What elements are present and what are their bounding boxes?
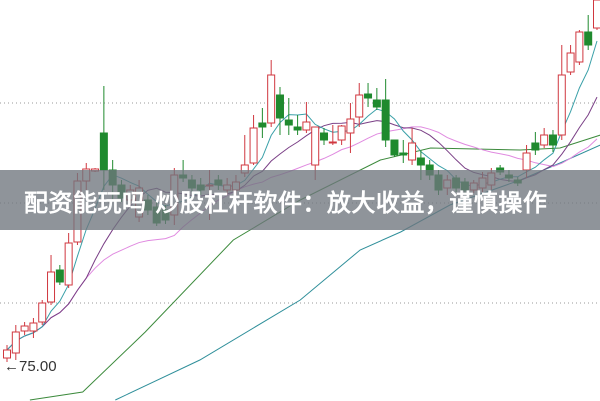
candle-down	[416, 157, 425, 166]
candle-up	[346, 118, 355, 134]
candle-down	[99, 132, 108, 171]
candle-up	[540, 134, 549, 146]
candle-down	[381, 99, 390, 141]
candle-up	[575, 31, 584, 63]
candle-down	[399, 152, 408, 156]
candle-down	[584, 31, 593, 46]
candle-up	[557, 74, 566, 136]
candle-down	[293, 126, 302, 131]
candle-up	[355, 94, 364, 118]
candle-up	[311, 126, 320, 166]
ma20-line	[6, 126, 598, 351]
candle-up	[20, 325, 29, 332]
candle-up	[408, 142, 417, 161]
low-price-label: ←75.00	[4, 358, 57, 375]
banner-title: 配资能玩吗 炒股杠杆软件：放大收益，谨慎操作	[24, 188, 548, 217]
candle-up	[566, 52, 575, 73]
candle-down	[364, 93, 373, 99]
candle-down	[548, 134, 557, 146]
candle-up	[249, 127, 258, 164]
candle-down	[284, 119, 293, 126]
candle-up	[302, 121, 311, 131]
candle-up	[11, 331, 20, 354]
candle-down	[258, 122, 267, 128]
candle-down	[320, 132, 329, 141]
candle-down	[372, 99, 381, 108]
candle-up	[64, 242, 73, 286]
candle-up	[522, 152, 531, 171]
candle-down	[531, 142, 540, 151]
candle-up	[593, 0, 600, 29]
candle-up	[337, 125, 346, 141]
candle-up	[3, 349, 11, 359]
candle-up	[267, 74, 276, 124]
candle-down	[390, 139, 399, 156]
candle-up	[38, 302, 47, 323]
title-banner: 配资能玩吗 炒股杠杆软件：放大收益，谨慎操作	[0, 170, 600, 230]
candle-down	[275, 94, 284, 119]
arrow-left-icon: ←	[4, 358, 19, 375]
low-price-value: 75.00	[19, 358, 57, 375]
candle-down	[55, 269, 64, 283]
candle-up	[29, 322, 38, 332]
candle-up	[328, 141, 337, 144]
candle-up	[47, 271, 56, 303]
